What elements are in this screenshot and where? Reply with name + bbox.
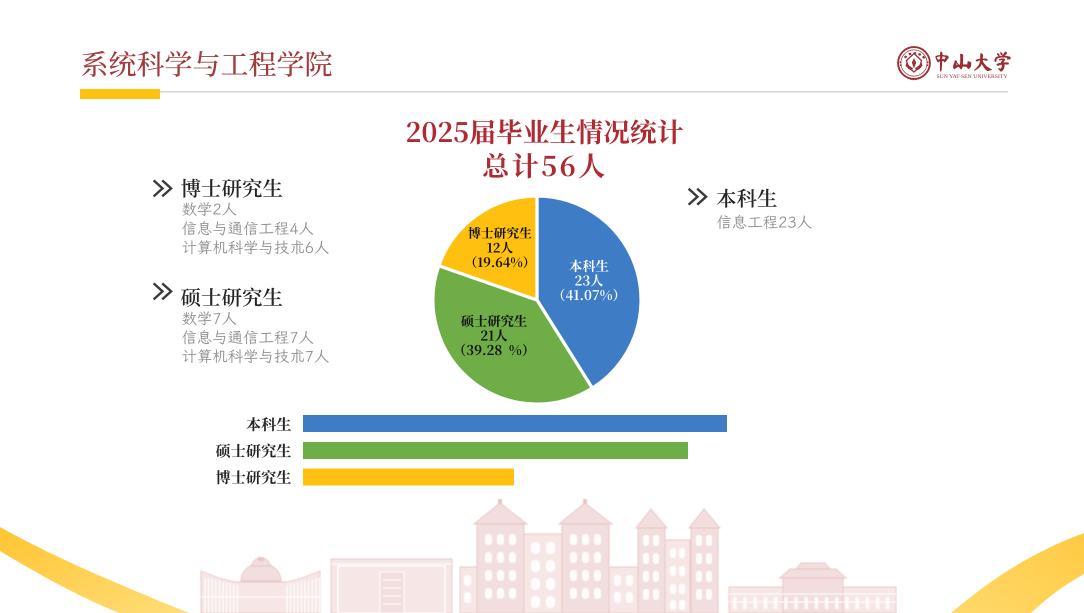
svg-text:SUN YAT-SEN UNIVERSITY: SUN YAT-SEN UNIVERSITY [937,75,1009,80]
